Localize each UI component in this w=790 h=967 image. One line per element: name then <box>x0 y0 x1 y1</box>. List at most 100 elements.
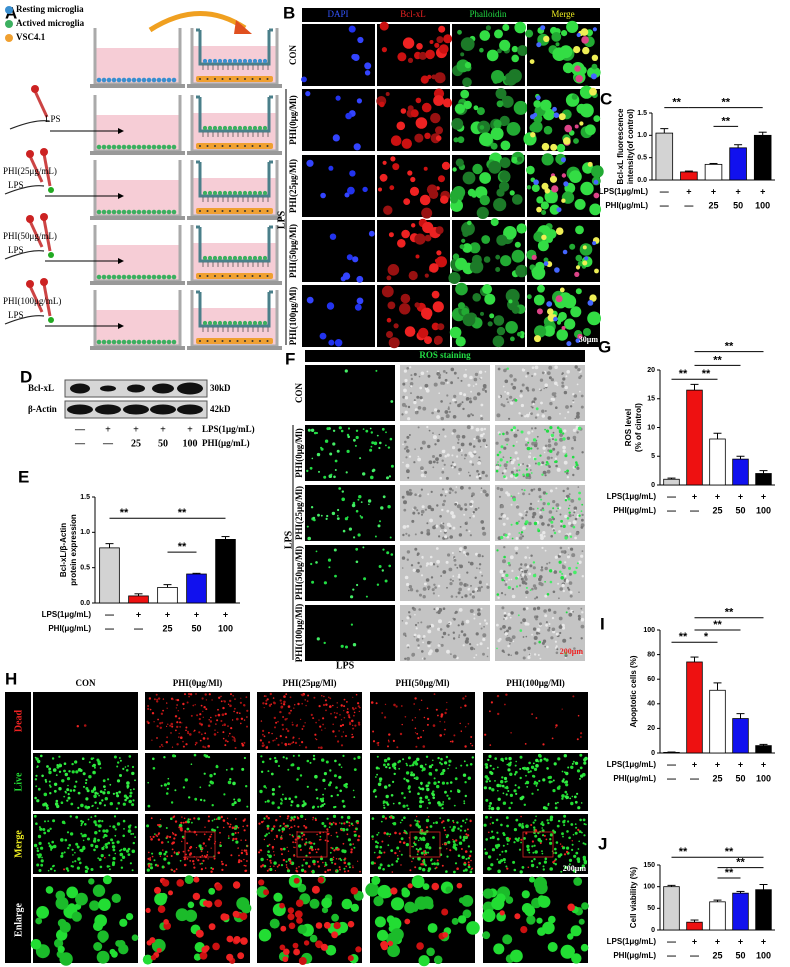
cell <box>172 698 174 701</box>
cell <box>173 851 176 854</box>
cell <box>513 433 518 438</box>
cell <box>346 833 349 836</box>
cell <box>564 651 568 655</box>
cell <box>487 321 493 327</box>
cell <box>272 848 274 850</box>
cell <box>348 866 351 869</box>
cell <box>413 777 416 780</box>
cell <box>327 830 329 832</box>
cell <box>385 92 390 96</box>
cell <box>561 797 564 800</box>
cell <box>533 179 539 185</box>
cell <box>401 138 412 149</box>
cell <box>63 762 67 765</box>
cell <box>295 724 298 727</box>
cell <box>425 853 428 855</box>
cell <box>233 710 235 713</box>
cell <box>382 160 387 165</box>
cell <box>451 740 454 743</box>
cell <box>269 867 273 872</box>
cell <box>308 847 311 850</box>
cell <box>94 815 97 818</box>
cell <box>425 564 428 567</box>
cell <box>567 497 571 501</box>
cell <box>234 738 236 740</box>
cell <box>516 469 519 472</box>
cell <box>545 623 548 627</box>
pipette-bulb <box>40 213 48 221</box>
cell <box>450 511 454 515</box>
cell <box>288 712 291 715</box>
cell <box>562 820 566 824</box>
cell <box>213 857 216 860</box>
cell <box>454 491 457 494</box>
cell <box>441 522 443 524</box>
label: — <box>74 424 86 435</box>
y-tick-label: 0 <box>651 482 655 489</box>
cell <box>101 799 104 802</box>
microglia <box>257 125 263 131</box>
cell <box>469 400 473 404</box>
cell <box>513 841 516 844</box>
cell <box>538 895 551 908</box>
cell <box>541 182 549 190</box>
cell <box>438 376 441 379</box>
cell <box>452 819 455 822</box>
cell <box>97 857 100 860</box>
cell <box>456 434 461 439</box>
cell <box>387 940 394 947</box>
cell <box>332 704 334 707</box>
cell <box>131 849 136 854</box>
cell <box>395 860 399 863</box>
cell <box>568 521 572 526</box>
cell <box>134 779 136 782</box>
cell <box>553 859 556 862</box>
cell <box>506 493 511 497</box>
cell <box>341 735 343 738</box>
micrograph <box>257 814 362 874</box>
cell <box>576 792 579 795</box>
bar <box>755 745 772 754</box>
cell <box>407 476 410 479</box>
cell <box>37 855 41 859</box>
row-value: 100 <box>756 505 771 515</box>
cell <box>262 733 264 736</box>
cell <box>510 523 513 526</box>
cell <box>453 371 457 375</box>
cell <box>469 593 472 596</box>
cell <box>331 931 338 939</box>
cell <box>484 370 487 373</box>
cell <box>524 743 527 745</box>
y-axis-label: Apoptotic cells (%) <box>629 655 638 727</box>
cell <box>229 778 232 781</box>
cell <box>459 836 462 839</box>
label: Bcl-xL <box>400 9 426 19</box>
cell <box>529 564 533 568</box>
cell <box>146 824 150 828</box>
cell <box>258 879 265 886</box>
cell <box>465 836 467 838</box>
cell <box>241 744 245 747</box>
cell <box>97 930 109 942</box>
cell <box>434 408 438 412</box>
cell <box>577 333 583 340</box>
cell <box>246 716 248 718</box>
cell <box>505 437 510 442</box>
cell <box>480 491 483 493</box>
cell <box>408 270 418 281</box>
cell <box>275 721 278 724</box>
micrograph <box>483 814 588 874</box>
cell <box>415 97 422 104</box>
cell <box>427 644 431 648</box>
cell <box>537 831 540 835</box>
cell <box>491 821 495 825</box>
cell <box>554 555 558 559</box>
cell <box>47 820 50 822</box>
cell <box>199 863 202 865</box>
cell <box>333 475 336 479</box>
cell <box>467 471 470 474</box>
cell <box>409 366 412 369</box>
cell <box>437 594 440 597</box>
cell <box>468 486 471 490</box>
cell <box>209 720 213 723</box>
